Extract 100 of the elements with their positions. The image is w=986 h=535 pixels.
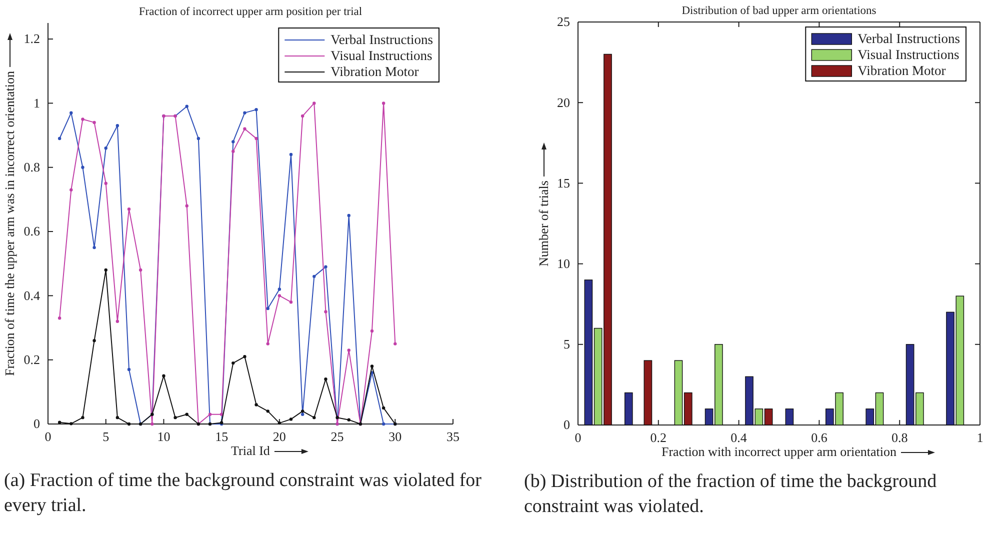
point bbox=[92, 120, 96, 124]
x-axis-title: Trial Id bbox=[231, 443, 270, 458]
chart-title: Fraction of incorrect upper arm position per trial bbox=[138, 6, 362, 18]
point bbox=[104, 146, 108, 150]
point bbox=[138, 268, 142, 272]
chart-title: Distribution of bad upper arm orientations bbox=[682, 5, 877, 17]
x-tick-label: 25 bbox=[330, 429, 344, 444]
y-tick-label: 0.8 bbox=[24, 160, 40, 175]
y-tick-label: 0.6 bbox=[24, 224, 40, 239]
point bbox=[196, 136, 200, 140]
y-tick-label: 20 bbox=[557, 94, 570, 110]
point bbox=[70, 188, 73, 192]
x-tick-label: 0 bbox=[574, 430, 582, 446]
x-tick-label: 5 bbox=[102, 429, 110, 444]
y-tick-label: 0.2 bbox=[24, 352, 40, 367]
point bbox=[266, 410, 270, 413]
y-tick-label: 1.2 bbox=[24, 31, 40, 46]
legend-label: Verbal Instructions bbox=[330, 32, 433, 47]
point bbox=[116, 124, 120, 128]
legend-label: Vibration Motor bbox=[858, 63, 946, 78]
point bbox=[58, 136, 62, 140]
x-tick-label: 20 bbox=[272, 429, 286, 444]
point bbox=[243, 355, 246, 358]
point bbox=[312, 274, 316, 278]
point bbox=[127, 422, 131, 426]
point bbox=[92, 246, 96, 250]
point bbox=[104, 182, 108, 185]
legend-label: Vibration Motor bbox=[330, 64, 420, 79]
point bbox=[70, 111, 73, 114]
bar bbox=[624, 392, 633, 426]
y-tick-label: 10 bbox=[557, 256, 570, 271]
x-tick-label: 10 bbox=[157, 429, 170, 444]
point bbox=[254, 136, 258, 140]
point bbox=[232, 361, 235, 365]
text: (b) Distribution of the fraction of time the background constraint was violated. bbox=[524, 471, 938, 517]
point bbox=[370, 329, 374, 333]
point bbox=[324, 265, 328, 268]
point bbox=[116, 320, 120, 323]
point bbox=[300, 410, 304, 413]
point bbox=[312, 416, 316, 420]
point bbox=[81, 166, 84, 169]
point bbox=[394, 342, 397, 346]
x-axis-title: Fraction with incorrect upper arm orientation bbox=[661, 444, 897, 459]
point bbox=[347, 214, 350, 218]
y-tick-label: 25 bbox=[557, 14, 570, 30]
point bbox=[382, 422, 386, 426]
point bbox=[116, 416, 120, 420]
point bbox=[300, 412, 304, 416]
y-tick-label: 15 bbox=[557, 175, 570, 190]
text: (a) Fraction of time the background constraint was violated for every trial. bbox=[4, 470, 482, 516]
point bbox=[185, 204, 188, 208]
point bbox=[347, 418, 350, 422]
point bbox=[58, 420, 62, 424]
point bbox=[81, 416, 84, 420]
point bbox=[92, 339, 96, 342]
point bbox=[336, 416, 339, 420]
point bbox=[70, 422, 73, 426]
point bbox=[243, 111, 246, 114]
x-tick-label: 1 bbox=[976, 430, 984, 446]
point bbox=[370, 364, 374, 368]
x-tick-label: 0 bbox=[44, 429, 52, 444]
point bbox=[232, 140, 235, 144]
point bbox=[127, 368, 131, 372]
point bbox=[312, 102, 316, 105]
point bbox=[185, 412, 188, 416]
point bbox=[278, 288, 282, 291]
point bbox=[162, 374, 166, 378]
point bbox=[289, 152, 293, 156]
point bbox=[185, 104, 188, 108]
y-tick-label: 0 bbox=[564, 417, 570, 432]
point bbox=[174, 416, 177, 420]
point bbox=[208, 412, 212, 416]
x-tick-label: 35 bbox=[446, 429, 460, 444]
bar bbox=[644, 360, 652, 426]
point bbox=[232, 150, 235, 153]
point bbox=[81, 118, 84, 121]
point bbox=[324, 377, 328, 381]
x-tick-label: 0.2 bbox=[650, 430, 667, 446]
point bbox=[127, 207, 131, 211]
point bbox=[289, 418, 293, 421]
point bbox=[278, 294, 282, 298]
point bbox=[382, 406, 386, 410]
x-tick-label: 30 bbox=[388, 429, 402, 444]
x-tick-label: 0.4 bbox=[730, 430, 748, 446]
legend-label: Visual Instructions bbox=[858, 47, 960, 62]
point bbox=[382, 102, 386, 105]
y-tick-label: 0.4 bbox=[24, 288, 40, 303]
point bbox=[220, 412, 224, 416]
legend-label: Visual Instructions bbox=[330, 48, 432, 63]
y-axis-title: Number of trials bbox=[536, 180, 551, 266]
point bbox=[58, 316, 62, 320]
point bbox=[266, 342, 270, 346]
point bbox=[324, 310, 328, 314]
x-tick-label: 0.8 bbox=[891, 430, 908, 446]
x-tick-label: 15 bbox=[215, 429, 228, 444]
y-tick-label: 1 bbox=[34, 95, 40, 110]
y-tick-label: 5 bbox=[564, 336, 570, 352]
legend-label: Verbal Instructions bbox=[858, 31, 960, 46]
point bbox=[278, 421, 282, 425]
point bbox=[243, 127, 246, 130]
